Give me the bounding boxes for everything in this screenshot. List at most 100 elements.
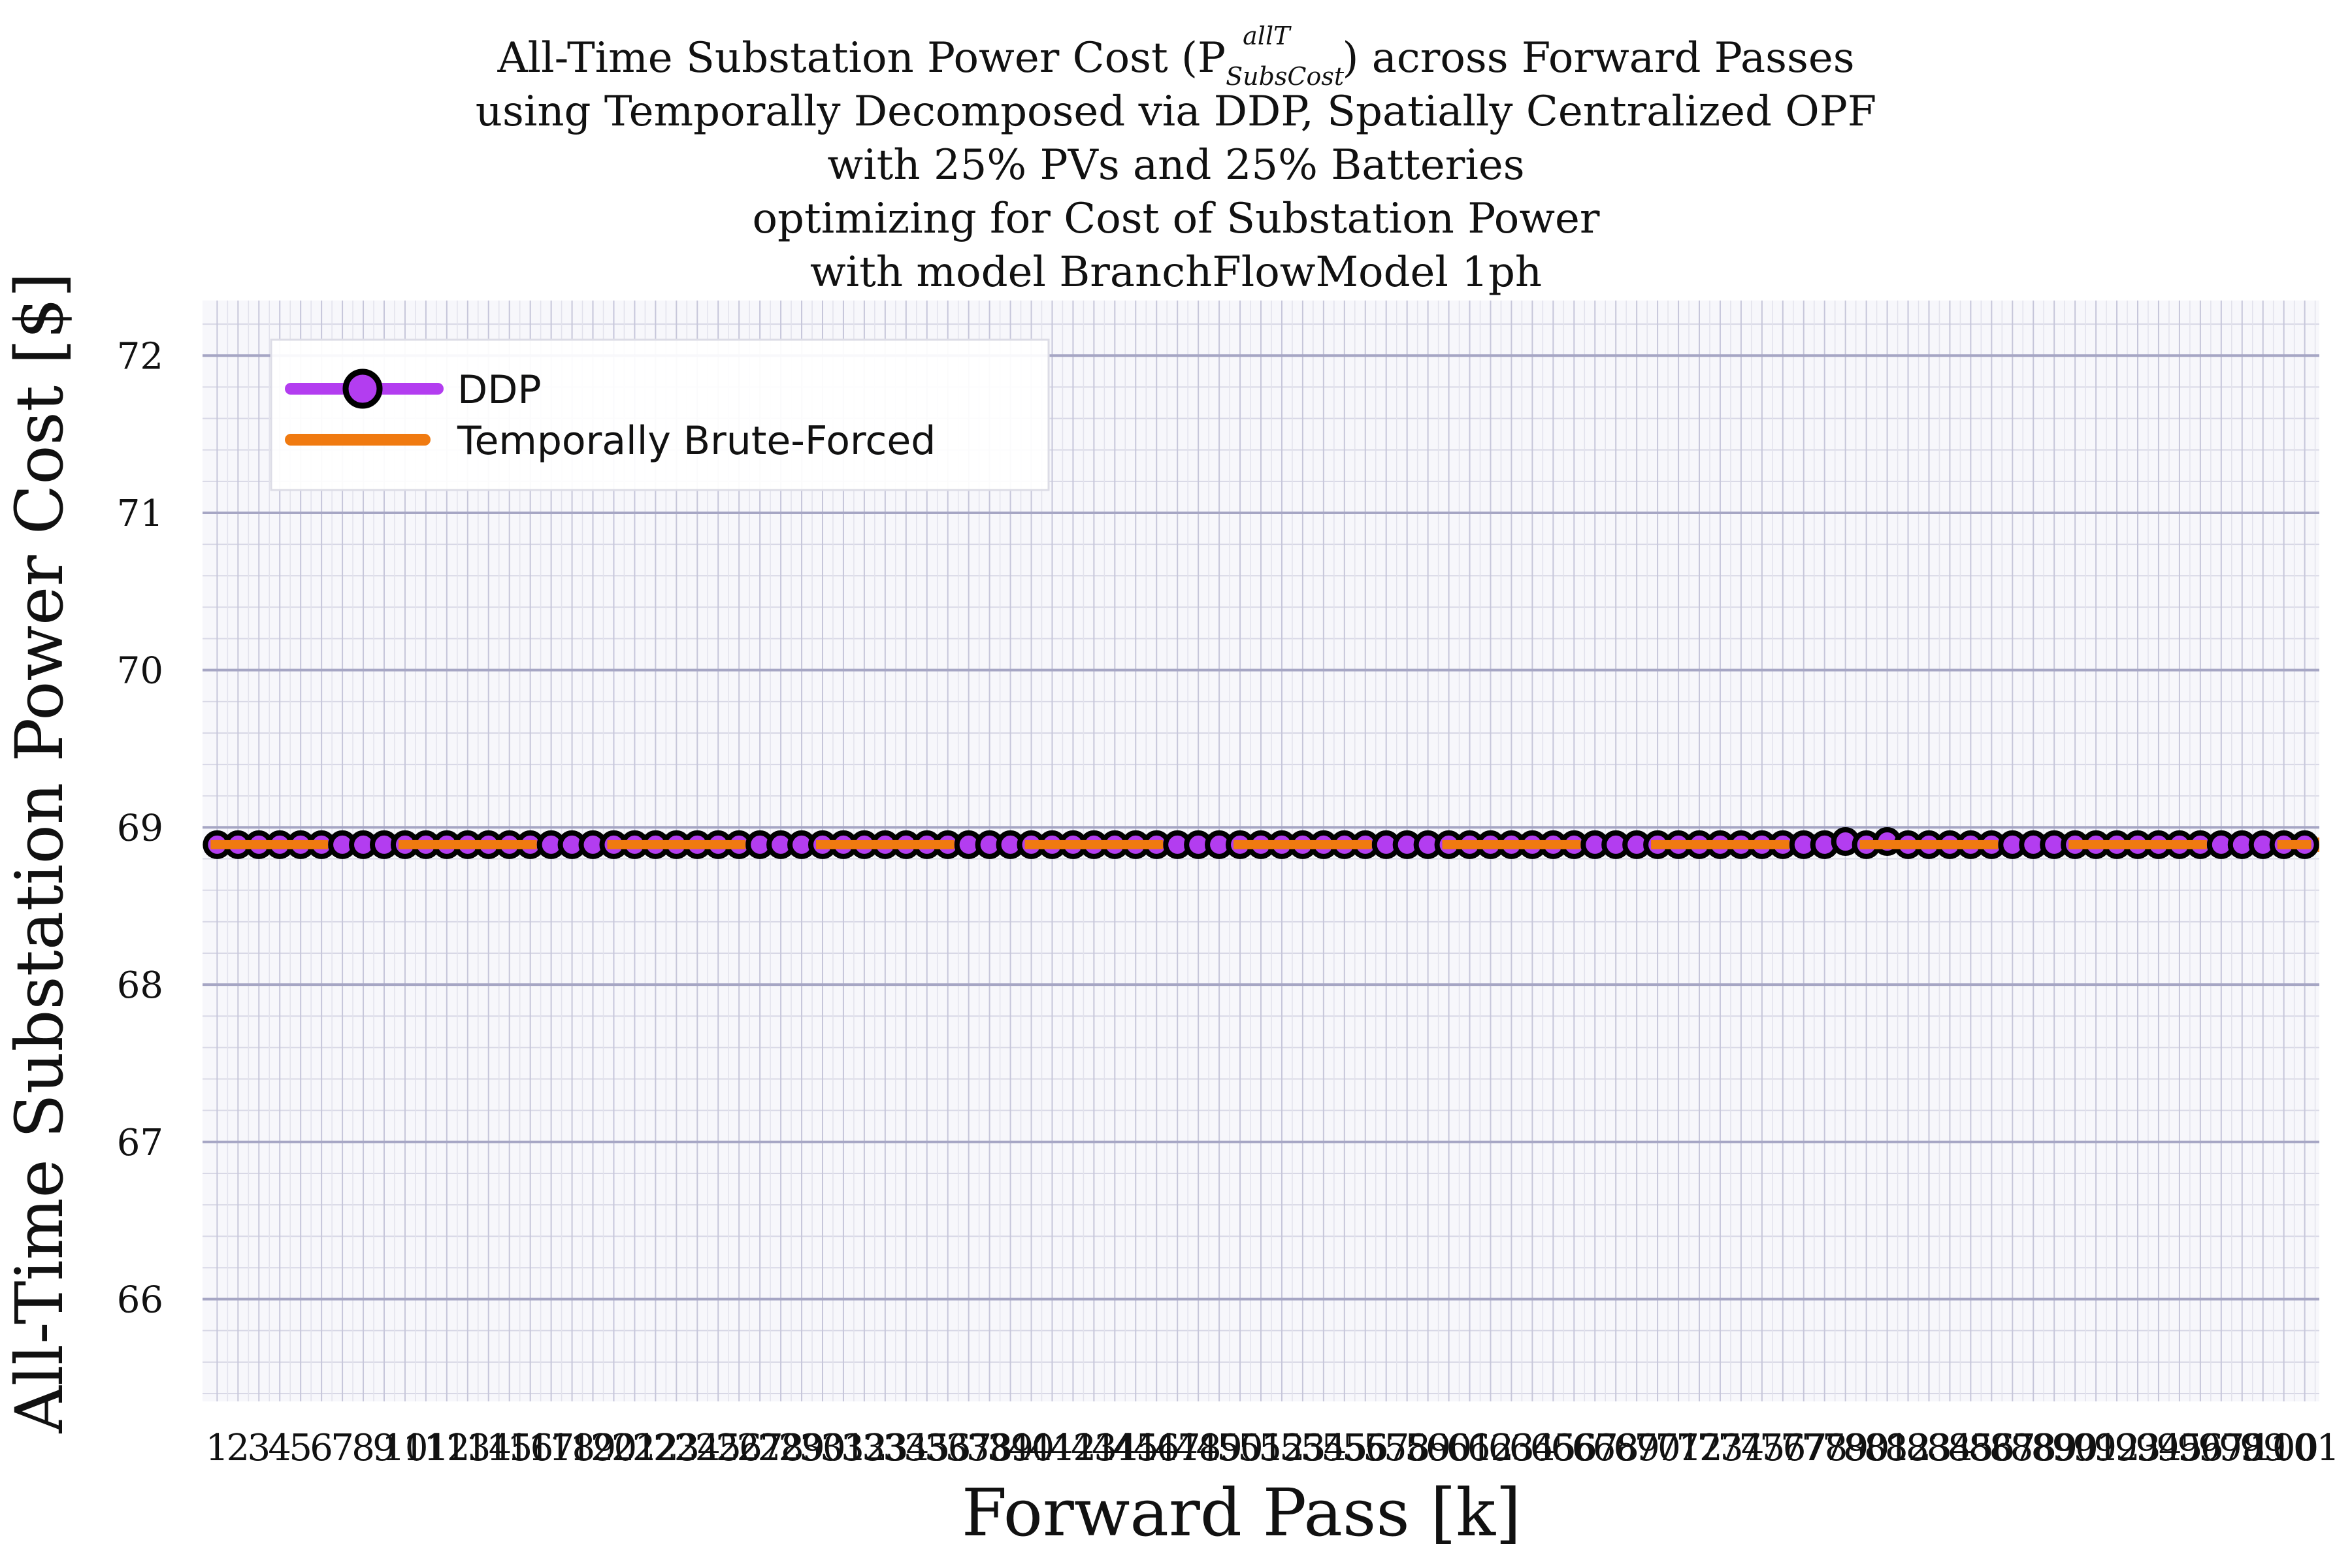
y-tick-label: 71	[117, 493, 163, 535]
x-tick-label: 64	[1509, 1427, 1556, 1469]
x-tick-label: 13	[444, 1427, 491, 1469]
x-tick-label: 14	[465, 1427, 512, 1469]
x-tick-label: 42	[1050, 1427, 1096, 1469]
x-tick-label: 68	[1593, 1427, 1639, 1469]
title-line-2: using Temporally Decomposed via DDP, Spa…	[476, 88, 1876, 136]
title-line-5: with model BranchFlowModel 1ph	[810, 248, 1542, 297]
x-tick-label: 31	[820, 1427, 866, 1469]
x-tick-label: 87	[1989, 1427, 2036, 1469]
x-tick-label: 78	[1801, 1427, 1848, 1469]
title-sub: SubsCost	[1226, 62, 1345, 91]
x-tick-label: 90	[2052, 1427, 2099, 1469]
x-tick-label: 5	[289, 1427, 312, 1469]
x-tick-label: 48	[1175, 1427, 1222, 1469]
x-tick-label: 99	[2240, 1427, 2286, 1469]
x-tick-label: 67	[1572, 1427, 1618, 1469]
x-tick-label: 51	[1237, 1427, 1284, 1469]
y-tick-label: 69	[117, 807, 163, 849]
x-tick-label: 72	[1676, 1427, 1722, 1469]
x-tick-label: 20	[591, 1427, 637, 1469]
x-tick-label: 73	[1697, 1427, 1743, 1469]
x-tick-label: 95	[2156, 1427, 2202, 1469]
x-tick-label: 101	[2270, 1427, 2340, 1469]
x-tick-label: 88	[2010, 1427, 2057, 1469]
y-axis-label: All-Time Substation Power Cost [$]	[1, 272, 78, 1434]
chart-title: All-Time Substation Power Cost (PSubsCos…	[476, 22, 1876, 297]
x-tick-label: 55	[1321, 1427, 1367, 1469]
x-tick-label: 59	[1405, 1427, 1451, 1469]
x-tick-label: 29	[778, 1427, 825, 1469]
x-tick-label: 60	[1426, 1427, 1472, 1469]
title-tail: ) across Forward Passes	[1342, 34, 1854, 82]
x-tick-label: 75	[1739, 1427, 1785, 1469]
x-tick-label: 25	[695, 1427, 742, 1469]
x-tick-label: 50	[1217, 1427, 1263, 1469]
x-tick-label: 18	[549, 1427, 595, 1469]
x-tick-label: 100	[2249, 1427, 2319, 1469]
series-ddp	[203, 827, 2319, 859]
x-tick-label: 17	[528, 1427, 574, 1469]
x-tick-label: 37	[945, 1427, 992, 1469]
x-tick-label: 4	[268, 1427, 291, 1469]
x-tick-label: 45	[1113, 1427, 1159, 1469]
y-tick-label: 67	[117, 1122, 163, 1164]
x-tick-label: 35	[904, 1427, 950, 1469]
y-tick-label: 68	[117, 964, 163, 1007]
x-tick-label: 79	[1822, 1427, 1869, 1469]
x-tick-label: 7	[331, 1427, 354, 1469]
x-tick-label: 93	[2114, 1427, 2161, 1469]
x-tick-label: 83	[1906, 1427, 1952, 1469]
legend-ddp-label: DDP	[457, 367, 542, 413]
x-tick-label: 21	[612, 1427, 658, 1469]
x-tick-label: 53	[1279, 1427, 1326, 1469]
legend-brute-force-label: Temporally Brute-Forced	[457, 418, 936, 464]
x-tick-label: 39	[987, 1427, 1034, 1469]
x-tick-label: 62	[1467, 1427, 1514, 1469]
x-axis-label: Forward Pass [k]	[962, 1475, 1521, 1551]
x-tick-label: 12	[423, 1427, 470, 1469]
title-line-1-text: All-Time Substation Power Cost (P	[497, 34, 1226, 82]
x-tick-label: 74	[1718, 1427, 1764, 1469]
x-tick-label: 63	[1488, 1427, 1535, 1469]
x-tick-label: 65	[1530, 1427, 1576, 1469]
x-tick-label: 1	[206, 1427, 229, 1469]
x-tick-label: 89	[2031, 1427, 2078, 1469]
x-tick-label: 16	[507, 1427, 553, 1469]
x-tick-label: 11	[402, 1427, 449, 1469]
x-tick-label: 40	[1008, 1427, 1054, 1469]
x-tick-label: 28	[757, 1427, 804, 1469]
legend: DDP Temporally Brute-Forced	[270, 338, 1050, 491]
x-tick-label: 97	[2198, 1427, 2244, 1469]
x-tick-label: 76	[1759, 1427, 1806, 1469]
x-tick-label: 46	[1134, 1427, 1180, 1469]
title-line-3: with 25% PVs and 25% Batteries	[827, 141, 1524, 189]
x-tick-label: 66	[1551, 1427, 1597, 1469]
x-tick-label: 92	[2093, 1427, 2140, 1469]
x-tick-label: 36	[924, 1427, 971, 1469]
x-tick-label: 71	[1655, 1427, 1701, 1469]
x-tick-label: 61	[1446, 1427, 1493, 1469]
x-tick-label: 86	[1968, 1427, 2015, 1469]
title-line-1: All-Time Substation Power Cost (PSubsCos…	[497, 22, 1854, 91]
x-tick-label: 91	[2072, 1427, 2119, 1469]
x-tick-label: 54	[1300, 1427, 1347, 1469]
x-tick-label: 70	[1634, 1427, 1680, 1469]
major-grid	[203, 354, 2319, 1301]
legend-box	[270, 338, 1050, 491]
x-tick-label: 81	[1864, 1427, 1910, 1469]
x-tick-label: 34	[883, 1427, 929, 1469]
title-sup: allT	[1243, 22, 1292, 50]
x-tick-label: 69	[1614, 1427, 1660, 1469]
x-tick-label: 77	[1780, 1427, 1827, 1469]
y-tick-label: 70	[117, 650, 163, 693]
x-tick-label: 10	[382, 1427, 428, 1469]
x-tick-label: 23	[653, 1427, 700, 1469]
x-tick-label: 84	[1927, 1427, 1973, 1469]
x-tick-label: 58	[1384, 1427, 1430, 1469]
x-tick-label: 98	[2219, 1427, 2265, 1469]
x-tick-label: 6	[310, 1427, 333, 1469]
x-tick-labels: 1234567891011121314151617181920212223242…	[206, 1427, 2340, 1469]
x-tick-label: 44	[1092, 1427, 1138, 1469]
x-tick-label: 3	[247, 1427, 270, 1469]
